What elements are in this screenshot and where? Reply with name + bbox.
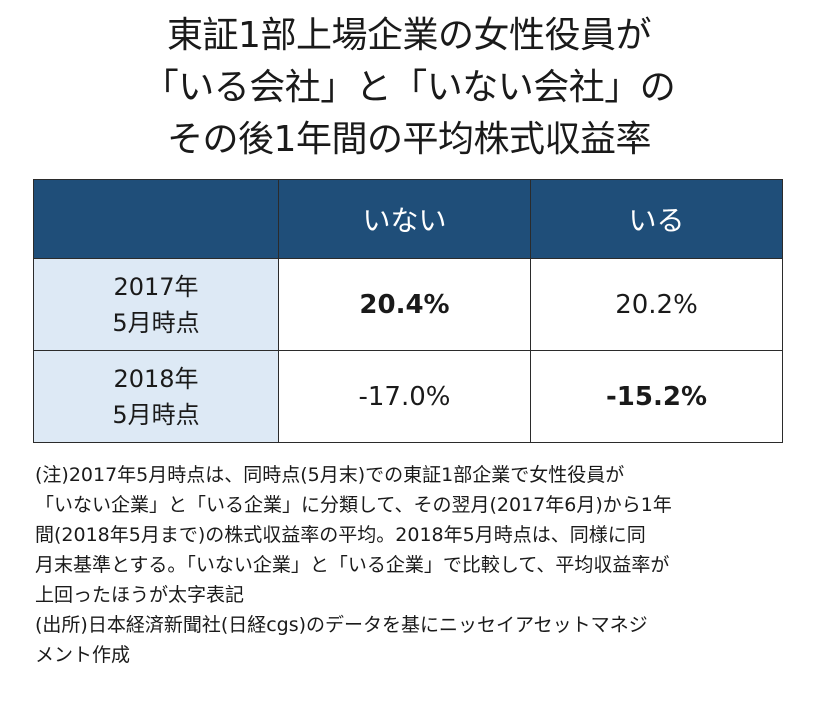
row-label-month: 5月時点 (112, 308, 200, 337)
note-line: (注)2017年5月時点は、同時点(5月末)での東証1部企業で女性役員が (35, 464, 625, 486)
page-title: 東証1部上場企業の女性役員が 「いる会社」と「いない会社」の その後1年間の平均… (0, 10, 818, 166)
cell-2017-iru: 20.2% (530, 258, 783, 351)
row-label-year: 2017年 (113, 272, 199, 301)
cell-2017-inai: 20.4% (278, 258, 531, 351)
header-cell-empty (33, 179, 279, 259)
row-label-2018: 2018年 5月時点 (33, 350, 279, 443)
header-cell-inai: いない (278, 179, 531, 259)
cell-2018-iru: -15.2% (530, 350, 783, 443)
table-row: 2018年 5月時点 -17.0% -15.2% (33, 350, 783, 443)
note-line: 月末基準とする。「いない企業」と「いる企業」で比較して、平均収益率が (35, 554, 670, 576)
title-line-2: 「いる会社」と「いない会社」の (142, 67, 676, 108)
table-header-row: いない いる (33, 179, 783, 259)
cell-2018-inai: -17.0% (278, 350, 531, 443)
footnotes: (注)2017年5月時点は、同時点(5月末)での東証1部企業で女性役員が 「いな… (35, 460, 805, 670)
note-line: 「いない企業」と「いる企業」に分類して、その翌月(2017年6月)から1年 (35, 494, 672, 516)
source-line: メント作成 (35, 644, 131, 666)
title-line-1: 東証1部上場企業の女性役員が (167, 15, 651, 56)
title-line-3: その後1年間の平均株式収益率 (167, 119, 651, 160)
returns-table: いない いる 2017年 5月時点 20.4% 20.2% 2018年 5月時点… (33, 179, 783, 443)
source-line: (出所)日本経済新聞社(日経cgs)のデータを基にニッセイアセットマネジ (35, 614, 648, 636)
header-cell-iru: いる (530, 179, 783, 259)
row-label-2017: 2017年 5月時点 (33, 258, 279, 351)
row-label-month: 5月時点 (112, 400, 200, 429)
table-row: 2017年 5月時点 20.4% 20.2% (33, 258, 783, 351)
note-line: 間(2018年5月まで)の株式収益率の平均。2018年5月時点は、同様に同 (35, 524, 646, 546)
note-line: 上回ったほうが太字表記 (35, 584, 245, 606)
row-label-year: 2018年 (113, 364, 199, 393)
